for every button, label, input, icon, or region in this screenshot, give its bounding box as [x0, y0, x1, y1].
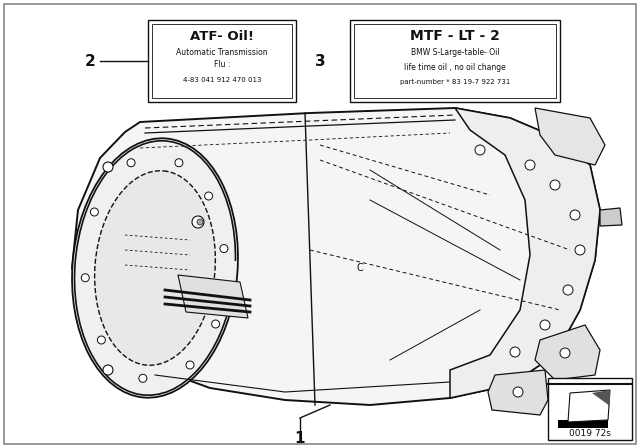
Circle shape — [103, 162, 113, 172]
Circle shape — [127, 159, 135, 167]
Polygon shape — [178, 275, 248, 318]
Circle shape — [575, 245, 585, 255]
Circle shape — [513, 387, 523, 397]
Polygon shape — [592, 390, 610, 406]
Bar — [350, 20, 560, 102]
Text: C: C — [356, 263, 364, 273]
Circle shape — [175, 159, 183, 167]
Circle shape — [475, 145, 485, 155]
Text: Automatic Transmission: Automatic Transmission — [176, 47, 268, 56]
Text: MTF - LT - 2: MTF - LT - 2 — [410, 29, 500, 43]
Bar — [558, 420, 608, 428]
Circle shape — [550, 180, 560, 190]
Circle shape — [540, 320, 550, 330]
Text: BMW S-Large-table- Oil: BMW S-Large-table- Oil — [411, 47, 499, 56]
Polygon shape — [450, 108, 600, 398]
Ellipse shape — [95, 171, 216, 365]
Circle shape — [525, 160, 535, 170]
Circle shape — [560, 348, 570, 358]
Circle shape — [103, 365, 113, 375]
Bar — [548, 378, 632, 440]
Circle shape — [139, 374, 147, 382]
Text: Flu :: Flu : — [214, 60, 230, 69]
Ellipse shape — [72, 138, 238, 398]
Circle shape — [205, 192, 212, 200]
Circle shape — [220, 245, 228, 253]
Circle shape — [81, 274, 89, 282]
Text: ATF- Oil!: ATF- Oil! — [190, 30, 254, 43]
Text: part-number * 83 19-7 922 731: part-number * 83 19-7 922 731 — [400, 79, 510, 85]
Circle shape — [192, 216, 204, 228]
Polygon shape — [535, 108, 605, 165]
Circle shape — [510, 347, 520, 357]
Circle shape — [186, 361, 194, 369]
Circle shape — [563, 285, 573, 295]
Bar — [152, 24, 292, 98]
Polygon shape — [488, 370, 548, 415]
Text: life time oil , no oil change: life time oil , no oil change — [404, 63, 506, 72]
Polygon shape — [568, 390, 610, 422]
Text: 2: 2 — [84, 53, 95, 69]
Circle shape — [570, 210, 580, 220]
Text: 0019 72s: 0019 72s — [569, 428, 611, 438]
Polygon shape — [535, 325, 600, 380]
Polygon shape — [72, 108, 600, 405]
Bar — [148, 20, 296, 102]
Circle shape — [97, 336, 106, 344]
Polygon shape — [600, 208, 622, 226]
Circle shape — [90, 208, 99, 216]
Text: 1: 1 — [295, 431, 305, 445]
Bar — [354, 24, 556, 98]
Text: 4-83 041 912 470 013: 4-83 041 912 470 013 — [183, 77, 261, 83]
Circle shape — [197, 219, 203, 225]
Circle shape — [212, 320, 220, 328]
Text: 3: 3 — [315, 53, 325, 69]
